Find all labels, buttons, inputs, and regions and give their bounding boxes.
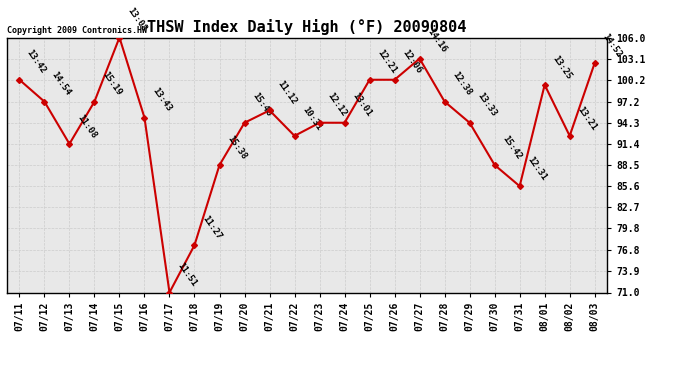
Text: 13:43: 13:43	[150, 86, 172, 114]
Text: 14:54: 14:54	[50, 70, 72, 98]
Text: 11:27: 11:27	[200, 214, 223, 241]
Text: 13:01: 13:01	[350, 92, 373, 118]
Text: 15:38: 15:38	[225, 134, 248, 161]
Text: 12:31: 12:31	[525, 155, 548, 182]
Text: 12:06: 12:06	[400, 48, 423, 76]
Title: THSW Index Daily High (°F) 20090804: THSW Index Daily High (°F) 20090804	[148, 19, 466, 35]
Text: 14:52: 14:52	[600, 32, 623, 59]
Text: 12:12: 12:12	[325, 92, 348, 118]
Text: 10:31: 10:31	[300, 105, 323, 132]
Text: 11:08: 11:08	[75, 112, 98, 140]
Text: 12:21: 12:21	[375, 48, 398, 76]
Text: 12:38: 12:38	[450, 70, 473, 98]
Text: Copyright 2009 Contronics.HW: Copyright 2009 Contronics.HW	[7, 26, 147, 35]
Text: 11:12: 11:12	[275, 79, 298, 106]
Text: 15:19: 15:19	[100, 70, 123, 98]
Text: 13:42: 13:42	[25, 48, 48, 76]
Text: 13:25: 13:25	[550, 54, 573, 81]
Text: 13:21: 13:21	[575, 105, 598, 132]
Text: 13:08: 13:08	[125, 6, 148, 33]
Text: 15:42: 15:42	[500, 134, 523, 161]
Text: 14:16: 14:16	[425, 27, 448, 54]
Text: 13:33: 13:33	[475, 92, 498, 118]
Text: 15:46: 15:46	[250, 92, 273, 118]
Text: 11:51: 11:51	[175, 261, 198, 288]
